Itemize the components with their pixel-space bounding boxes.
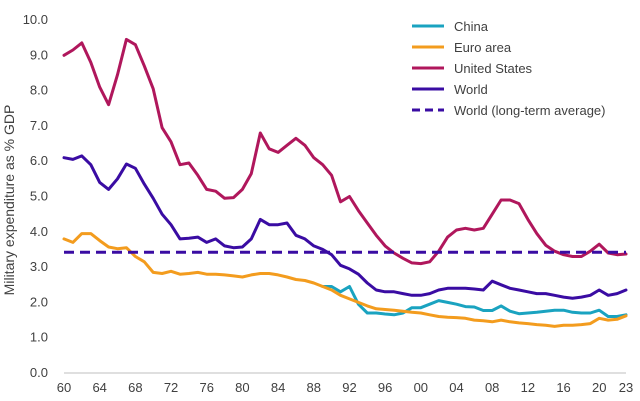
x-tick-label: 12 (521, 380, 535, 395)
y-tick-label: 9.0 (30, 47, 48, 62)
x-tick-label: 60 (57, 380, 71, 395)
y-tick-label: 7.0 (30, 118, 48, 133)
series-line (62, 37, 628, 266)
y-tick-label: 2.0 (30, 294, 48, 309)
y-tick-label: 6.0 (30, 153, 48, 168)
x-tick-label: 96 (378, 380, 392, 395)
x-axis-ticks: 60 64 68 72 76 80 84 88 92 96 00 04 08 12 16 20 23 (57, 380, 633, 395)
legend-label: Euro area (454, 40, 512, 55)
y-tick-label: 5.0 (30, 189, 48, 204)
x-tick-label: 04 (449, 380, 463, 395)
y-axis-ticks: 0.0 1.0 2.0 3.0 4.0 5.0 6.0 7.0 8.0 9.0 10.0 (23, 12, 48, 380)
x-tick-label: 16 (556, 380, 570, 395)
legend: China Euro area United States World World (l… (412, 19, 605, 118)
x-tick-label: 92 (342, 380, 356, 395)
x-tick-label: 80 (235, 380, 249, 395)
y-tick-label: 10.0 (23, 12, 48, 27)
series-lines (62, 37, 628, 328)
x-tick-label: 68 (128, 380, 142, 395)
x-tick-label: 84 (271, 380, 285, 395)
y-tick-label: 8.0 (30, 83, 48, 98)
x-tick-label: 64 (92, 380, 106, 395)
series-line (321, 285, 628, 318)
x-tick-label: 00 (414, 380, 428, 395)
legend-label: World (454, 82, 488, 97)
legend-label: United States (454, 61, 533, 76)
y-tick-label: 0.0 (30, 365, 48, 380)
x-tick-label: 88 (307, 380, 321, 395)
legend-label: World (long-term average) (454, 103, 605, 118)
y-axis-label: Military expenditure as % GDP (1, 105, 17, 296)
x-tick-label: 72 (164, 380, 178, 395)
y-tick-label: 1.0 (30, 330, 48, 345)
y-tick-label: 4.0 (30, 224, 48, 239)
series-line (62, 154, 628, 300)
x-tick-label: 76 (199, 380, 213, 395)
legend-label: China (454, 19, 489, 34)
series-line (62, 232, 628, 328)
y-tick-label: 3.0 (30, 259, 48, 274)
x-tick-label: 08 (485, 380, 499, 395)
x-tick-label: 20 (592, 380, 606, 395)
x-tick-label: 23 (619, 380, 633, 395)
